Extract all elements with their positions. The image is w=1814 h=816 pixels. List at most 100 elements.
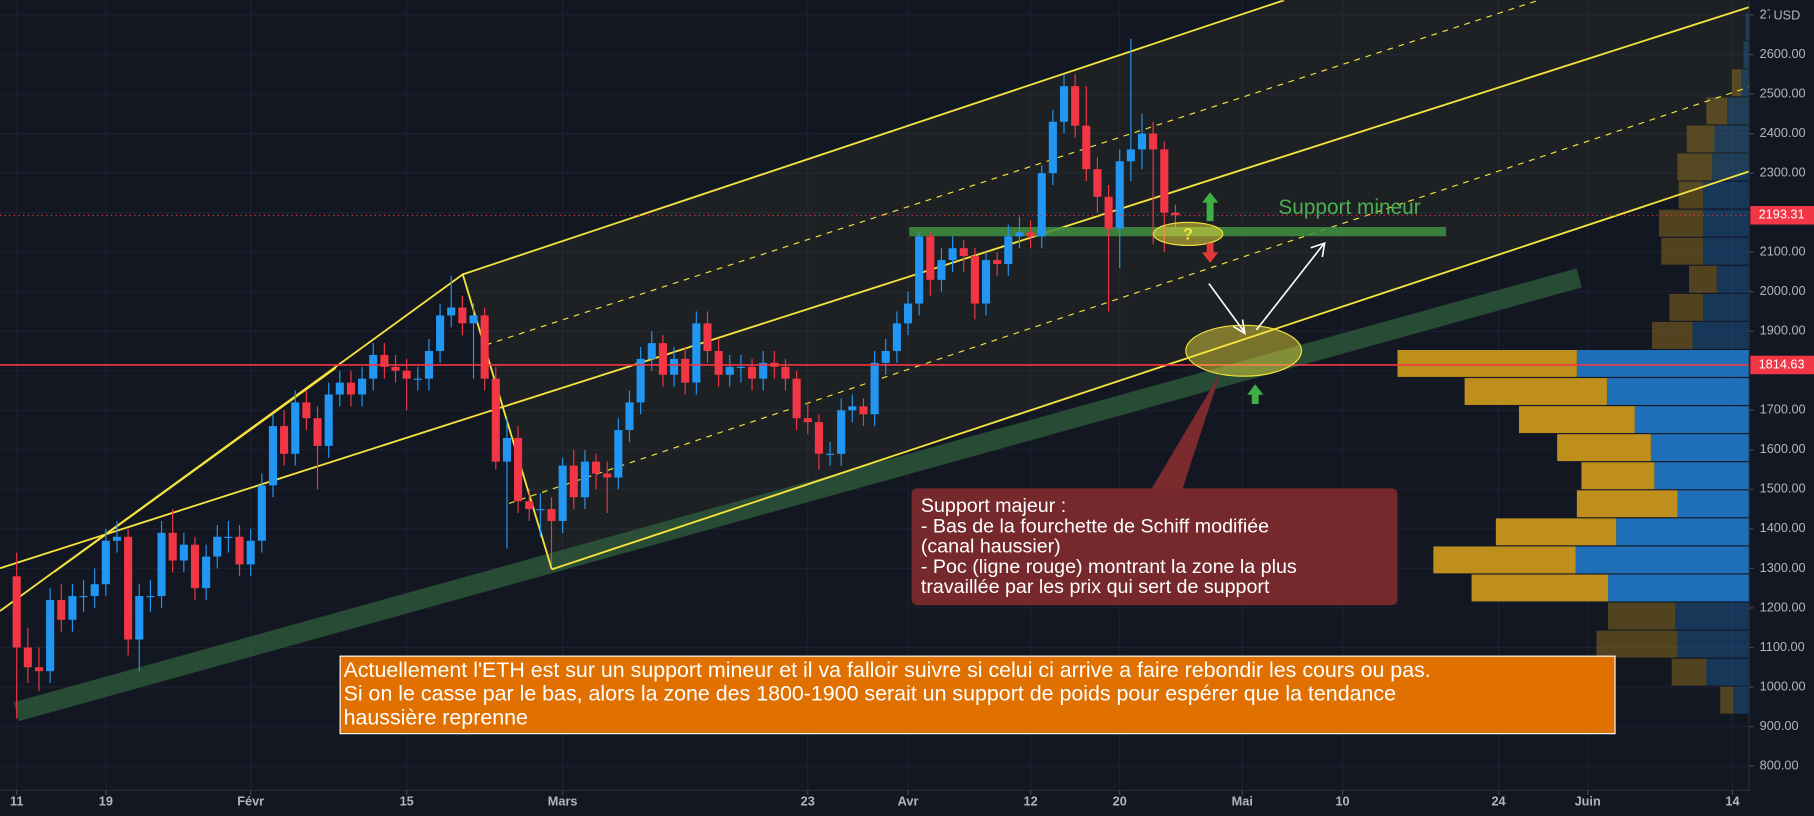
profile-sell bbox=[1518, 406, 1635, 434]
candle-body bbox=[1037, 173, 1046, 237]
profile-buy bbox=[1712, 153, 1750, 181]
candle-body bbox=[859, 406, 868, 415]
arrow-line bbox=[1255, 243, 1325, 331]
candle-body bbox=[358, 378, 367, 395]
candle-body bbox=[1149, 133, 1158, 150]
candle-body bbox=[12, 576, 21, 648]
profile-sell bbox=[1471, 574, 1609, 602]
candle-body bbox=[202, 556, 211, 589]
note-line: haussière reprenne bbox=[344, 705, 528, 729]
candle-body bbox=[959, 248, 968, 257]
x-tick-label: 23 bbox=[801, 793, 815, 808]
y-tick-label: 1200.00 bbox=[1760, 599, 1806, 614]
major-support-line: Support majeur : bbox=[921, 495, 1066, 517]
candle-body bbox=[447, 307, 456, 316]
major-support-line: - Poc (ligne rouge) montrant la zone la … bbox=[921, 556, 1297, 578]
candle-body bbox=[981, 260, 991, 304]
x-tick-label: 20 bbox=[1113, 793, 1127, 808]
candle-body bbox=[569, 465, 578, 498]
profile-buy bbox=[1706, 658, 1750, 686]
y-tick-label: 800.00 bbox=[1760, 757, 1799, 772]
profile-sell bbox=[1433, 546, 1576, 574]
x-tick-label: Mai bbox=[1232, 793, 1253, 808]
profile-sell bbox=[1669, 293, 1703, 321]
arrow-up bbox=[1247, 384, 1264, 404]
pitchfork-median bbox=[0, 6, 1750, 570]
candle-body bbox=[1126, 149, 1135, 162]
currency-box bbox=[1770, 4, 1812, 26]
y-tick-label: 1600.00 bbox=[1760, 441, 1806, 456]
candle-body bbox=[369, 354, 378, 379]
major-support-line: - Bas de la fourchette de Schiff modifié… bbox=[921, 515, 1269, 537]
profile-buy bbox=[1677, 630, 1750, 658]
profile-buy bbox=[1733, 686, 1750, 714]
candle-body bbox=[1093, 169, 1102, 197]
candle-body bbox=[814, 422, 823, 454]
x-tick-label: 19 bbox=[99, 793, 113, 808]
profile-buy bbox=[1741, 69, 1750, 97]
y-tick-label: 1400.00 bbox=[1760, 520, 1806, 535]
candle-body bbox=[825, 453, 835, 455]
x-tick-label: Mars bbox=[548, 793, 578, 808]
candle-body bbox=[681, 358, 690, 383]
profile-buy bbox=[1716, 265, 1750, 293]
profile-sell bbox=[1720, 686, 1734, 714]
x-tick-label: 12 bbox=[1024, 793, 1038, 808]
y-tick-label: 1900.00 bbox=[1760, 323, 1806, 338]
note-box bbox=[339, 655, 1616, 735]
candle-body bbox=[1071, 86, 1080, 126]
candle-body bbox=[558, 465, 567, 521]
candle-body bbox=[313, 418, 322, 446]
candle-body bbox=[692, 323, 701, 383]
profile-buy bbox=[1616, 518, 1750, 546]
candle-body bbox=[658, 343, 667, 375]
candle-body bbox=[714, 351, 723, 375]
candle-body bbox=[112, 536, 122, 541]
candle-body bbox=[803, 418, 812, 423]
profile-buy bbox=[1702, 237, 1750, 265]
major-support-box bbox=[911, 488, 1398, 606]
profile-sell bbox=[1652, 321, 1693, 349]
candle-body bbox=[948, 248, 957, 261]
major-support-line: travaillée par les prix qui sert de supp… bbox=[921, 576, 1270, 598]
candle-body bbox=[224, 536, 233, 538]
candle-body bbox=[335, 382, 344, 395]
candle-body bbox=[34, 667, 44, 672]
x-tick-label: Févr bbox=[237, 793, 264, 808]
profile-buy bbox=[1608, 574, 1750, 602]
candle-body bbox=[1015, 232, 1024, 237]
candle-body bbox=[636, 358, 645, 403]
y-tick-label: 2300.00 bbox=[1760, 164, 1806, 179]
green-support-band bbox=[13, 268, 1582, 722]
profile-buy bbox=[1650, 434, 1750, 462]
candle-body bbox=[391, 366, 400, 371]
arrow-head bbox=[1232, 319, 1246, 335]
support-minor-label: Support mineur bbox=[1278, 196, 1420, 219]
candle-body bbox=[469, 315, 478, 324]
profile-sell bbox=[1464, 378, 1607, 405]
candle-body bbox=[603, 473, 612, 478]
candle-body bbox=[480, 315, 489, 379]
candle-body bbox=[970, 256, 979, 304]
candle-body bbox=[1137, 133, 1147, 150]
candle-body bbox=[670, 358, 679, 375]
candle-body bbox=[79, 596, 88, 598]
candle-body bbox=[580, 461, 589, 498]
note-line: Si on le casse par le bas, alors la zone… bbox=[344, 682, 1396, 706]
y-tick-label: 1100.00 bbox=[1760, 639, 1805, 654]
candle-body bbox=[870, 362, 879, 415]
candle-body bbox=[1048, 121, 1057, 174]
profile-sell bbox=[1678, 181, 1703, 209]
profile-buy bbox=[1702, 181, 1750, 209]
candle-body bbox=[46, 600, 55, 672]
candle-body bbox=[90, 584, 99, 597]
x-tick-label: 10 bbox=[1335, 793, 1349, 808]
profile-buy bbox=[1692, 321, 1750, 349]
profile-buy bbox=[1677, 490, 1750, 518]
profile-buy bbox=[1702, 293, 1750, 321]
candle-body bbox=[937, 260, 946, 280]
candle-body bbox=[324, 394, 333, 446]
candle-body bbox=[190, 544, 200, 589]
x-tick-label: 14 bbox=[1725, 793, 1739, 808]
candle-body bbox=[380, 354, 389, 367]
